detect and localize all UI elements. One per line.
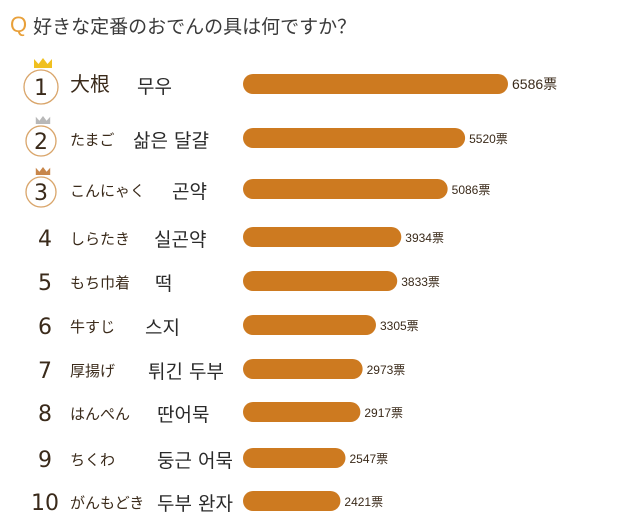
rank-number: 2: [34, 130, 48, 155]
crown-icon: [35, 167, 51, 175]
category-label-ja: がんもどき: [70, 494, 144, 512]
category-label-ja: 大根: [70, 72, 110, 96]
category-label-ja: しらたき: [70, 230, 130, 248]
rank-number: 10: [31, 491, 59, 516]
rank-number: 7: [38, 359, 52, 384]
rank-badge-circle: [25, 176, 57, 208]
value-label: 3833票: [401, 275, 440, 289]
rank-number: 5: [38, 271, 52, 296]
category-label-ko: 둥근 어묵: [157, 450, 233, 472]
rank-number: 8: [38, 402, 52, 427]
rank-number: 3: [34, 181, 48, 206]
value-label: 2421票: [344, 495, 383, 509]
rank-number: 9: [38, 448, 52, 473]
category-label-ko: 무우: [137, 76, 172, 98]
value-label: 6586票: [512, 76, 557, 92]
question-header: Q 好きな定番のおでんの具は何ですか？: [10, 10, 356, 40]
bar: [243, 271, 398, 291]
rank-number: 4: [38, 227, 52, 252]
bar: [243, 359, 363, 379]
category-label-ko: 떡: [155, 273, 172, 295]
bar: [243, 491, 341, 511]
category-label-ja: こんにゃく: [70, 182, 145, 200]
rank-badge-circle: [25, 125, 57, 157]
category-label-ja: はんぺん: [70, 405, 130, 423]
value-label: 2547票: [349, 452, 388, 466]
value-label: 5086票: [452, 183, 491, 197]
bar: [243, 128, 466, 148]
rank-badge-circle: [23, 69, 59, 105]
bar: [243, 315, 376, 335]
category-label-ko: 스지: [145, 317, 180, 339]
bar: [243, 402, 361, 422]
bar: [243, 448, 346, 468]
value-label: 2917票: [364, 406, 403, 420]
category-label-ja: たまご: [70, 131, 115, 149]
category-label-ko: 곤약: [172, 181, 207, 203]
category-label-ja: 牛すじ: [70, 318, 115, 336]
category-label-ko: 두부 완자: [157, 493, 233, 515]
rank-number: 6: [38, 315, 52, 340]
bar: [243, 227, 402, 247]
category-label-ja: 厚揚げ: [70, 362, 115, 380]
category-label-ko: 튀긴 두부: [148, 361, 224, 383]
crown-icon: [35, 116, 51, 124]
value-label: 3305票: [380, 319, 419, 333]
value-label: 2973票: [367, 363, 406, 377]
category-label-ko: 실곤약: [154, 229, 206, 251]
question-text: 好きな定番のおでんの具は何ですか？: [33, 15, 357, 38]
q-mark: Q: [10, 12, 28, 37]
value-label: 5520票: [469, 132, 508, 146]
category-label-ko: 삶은 달걀: [133, 130, 209, 152]
value-label: 3934票: [405, 231, 444, 245]
category-label-ja: ちくわ: [70, 451, 115, 469]
rank-number: 1: [34, 76, 48, 101]
category-label-ko: 딴어묵: [157, 404, 209, 426]
bar: [243, 179, 448, 199]
bar: [243, 74, 508, 94]
category-label-ja: もち巾着: [70, 274, 130, 292]
crown-icon: [34, 58, 52, 68]
